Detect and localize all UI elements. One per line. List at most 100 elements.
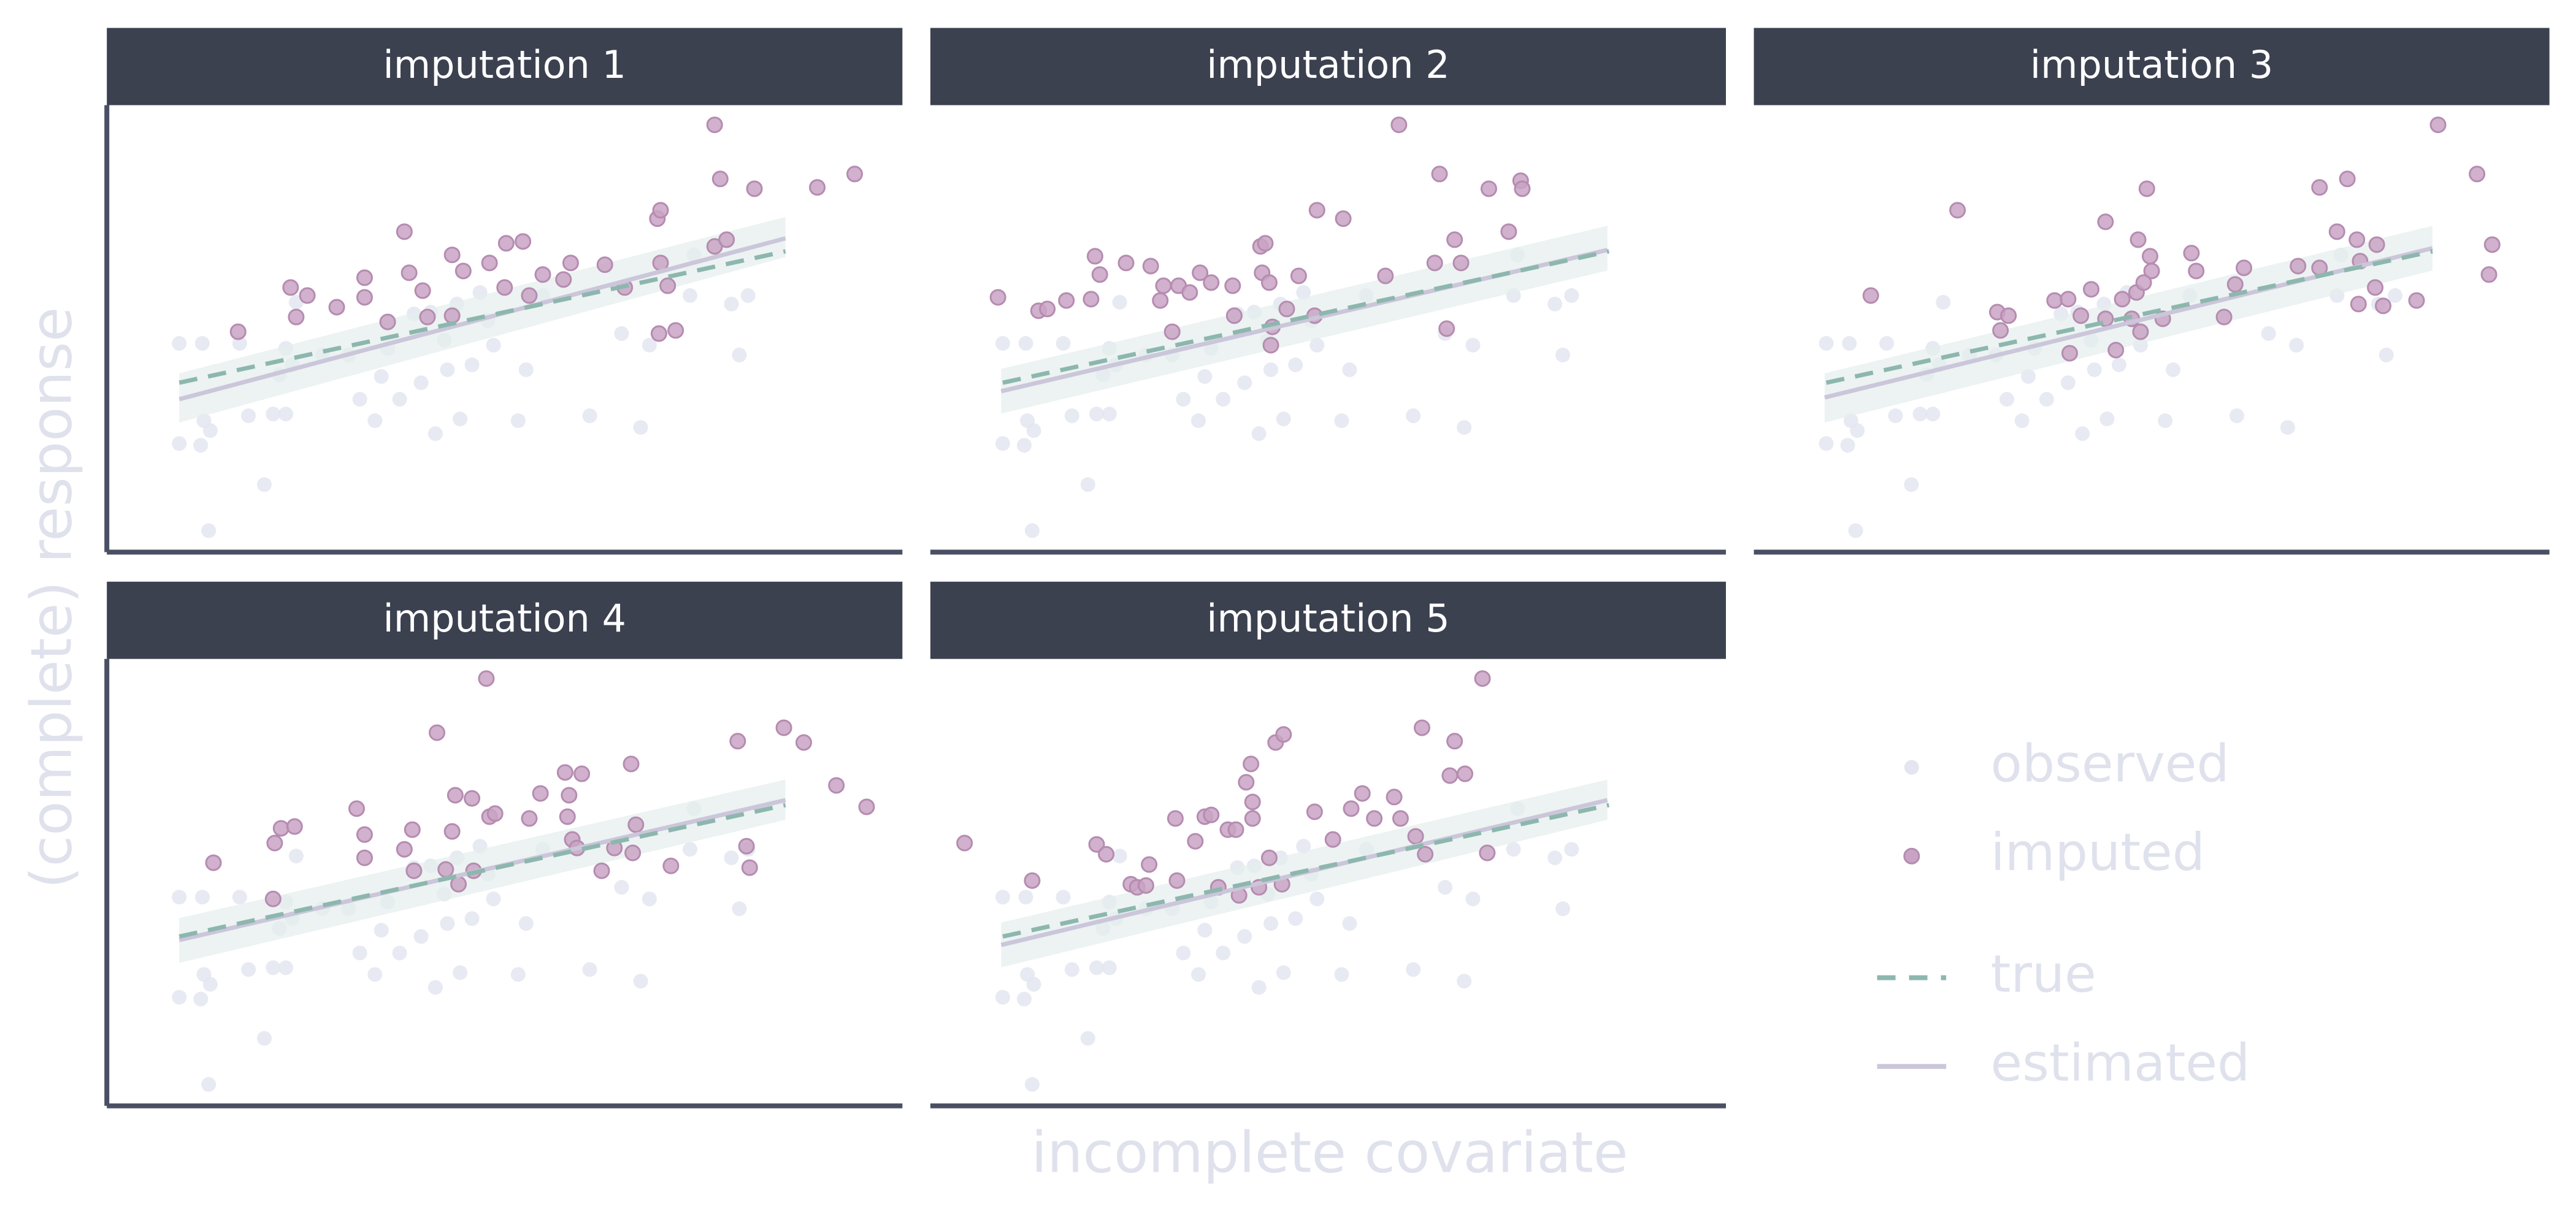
imputed-point bbox=[1431, 166, 1448, 183]
imputed-point bbox=[521, 287, 538, 304]
observed-point bbox=[352, 392, 367, 407]
imputed-point bbox=[2132, 323, 2149, 340]
observed-point bbox=[1342, 362, 1357, 378]
imputed-point bbox=[496, 279, 513, 296]
imputed-point bbox=[429, 724, 446, 741]
observed-point bbox=[1936, 294, 1951, 310]
imputed-point bbox=[562, 254, 579, 272]
observed-point bbox=[1555, 901, 1571, 917]
observed-point bbox=[1112, 849, 1127, 864]
observed-point bbox=[2087, 362, 2102, 378]
observed-point bbox=[1912, 407, 1928, 422]
panel-title: imputation 1 bbox=[383, 42, 627, 87]
observed-point bbox=[413, 375, 429, 391]
imputed-point bbox=[624, 844, 642, 861]
observed-point bbox=[1309, 891, 1325, 907]
observed-point bbox=[1197, 368, 1213, 384]
observed-point bbox=[241, 962, 256, 977]
observed-point bbox=[1904, 477, 1919, 492]
imputed-point bbox=[1479, 844, 1496, 861]
observed-point bbox=[1848, 523, 1863, 538]
imputed-point bbox=[272, 820, 289, 837]
observed-point bbox=[2099, 411, 2115, 427]
imputed-point bbox=[652, 202, 669, 219]
observed-point bbox=[1564, 288, 1579, 304]
imputed-point bbox=[1308, 202, 1325, 219]
observed-point bbox=[1288, 911, 1303, 926]
imputed-point bbox=[515, 233, 532, 250]
panel-title: imputation 3 bbox=[2030, 42, 2274, 87]
observed-point bbox=[2229, 408, 2244, 424]
imputed-point bbox=[2061, 345, 2079, 362]
imputed-point bbox=[2072, 307, 2090, 324]
observed-point bbox=[194, 890, 210, 905]
imputed-point bbox=[1290, 267, 1307, 284]
panel-title: imputation 2 bbox=[1206, 42, 1450, 87]
imputed-point bbox=[299, 287, 316, 304]
observed-point bbox=[1191, 967, 1206, 982]
imputed-point bbox=[556, 764, 573, 781]
observed-point bbox=[196, 413, 212, 429]
observed-point bbox=[1406, 408, 1421, 424]
imputed-point bbox=[746, 180, 763, 197]
true-line bbox=[1825, 249, 2433, 385]
imputed-point bbox=[2469, 166, 2486, 183]
observed-point bbox=[2060, 375, 2076, 391]
imputed-point bbox=[2226, 276, 2244, 293]
observed-point bbox=[1334, 967, 1349, 982]
observed-point bbox=[1016, 991, 1032, 1007]
imputed-point bbox=[443, 246, 461, 264]
observed-point bbox=[392, 945, 407, 961]
imputed-point bbox=[497, 235, 515, 252]
imputed-point bbox=[2138, 180, 2155, 197]
imputed-point bbox=[1514, 180, 1531, 197]
observed-point bbox=[1056, 890, 1071, 905]
observed-point bbox=[257, 1031, 272, 1046]
imputed-point bbox=[1024, 872, 1041, 889]
imputed-point bbox=[1407, 828, 1424, 845]
observed-point bbox=[1925, 407, 1941, 422]
panel-header bbox=[1754, 28, 2550, 105]
imputed-point bbox=[396, 223, 413, 240]
observed-point bbox=[732, 901, 747, 917]
observed-point bbox=[1018, 890, 1033, 905]
observed-point bbox=[232, 890, 247, 905]
imputed-point bbox=[1058, 292, 1075, 309]
imputed-point bbox=[795, 734, 812, 751]
observed-point bbox=[201, 523, 217, 538]
observed-point bbox=[1020, 413, 1035, 429]
imputed-point bbox=[828, 777, 845, 794]
imputed-point bbox=[1992, 322, 2009, 339]
imputed-point bbox=[2290, 258, 2307, 275]
observed-point bbox=[392, 392, 407, 407]
imputed-point bbox=[738, 838, 755, 855]
imputed-point bbox=[534, 266, 551, 283]
observed-point bbox=[1112, 294, 1127, 310]
imputed-point bbox=[1480, 180, 1497, 197]
imputed-point bbox=[1390, 116, 1408, 134]
imputed-point bbox=[1083, 291, 1100, 308]
observed-point bbox=[1465, 337, 1481, 353]
observed-point bbox=[1406, 962, 1421, 977]
observed-point bbox=[1342, 916, 1357, 931]
imputed-point bbox=[2183, 245, 2200, 262]
imputed-point bbox=[555, 271, 572, 288]
imputed-point bbox=[1417, 846, 1434, 863]
imputed-point bbox=[2375, 297, 2392, 315]
imputed-point bbox=[2129, 231, 2147, 248]
imputed-point bbox=[858, 798, 875, 815]
observed-point bbox=[1819, 436, 1834, 451]
observed-point bbox=[1457, 974, 1472, 989]
imputed-point bbox=[405, 862, 423, 879]
imputed-point bbox=[286, 818, 303, 835]
imputed-point bbox=[2107, 342, 2125, 359]
observed-point bbox=[1843, 413, 1858, 429]
observed-point bbox=[266, 960, 281, 975]
imputed-point bbox=[1324, 831, 1341, 848]
imputed-point bbox=[623, 755, 640, 773]
observed-point bbox=[1018, 336, 1033, 351]
imputed-point bbox=[1260, 849, 1278, 866]
imputed-point bbox=[396, 841, 413, 858]
observed-point bbox=[1176, 392, 1191, 407]
imputed-point bbox=[1088, 836, 1105, 853]
